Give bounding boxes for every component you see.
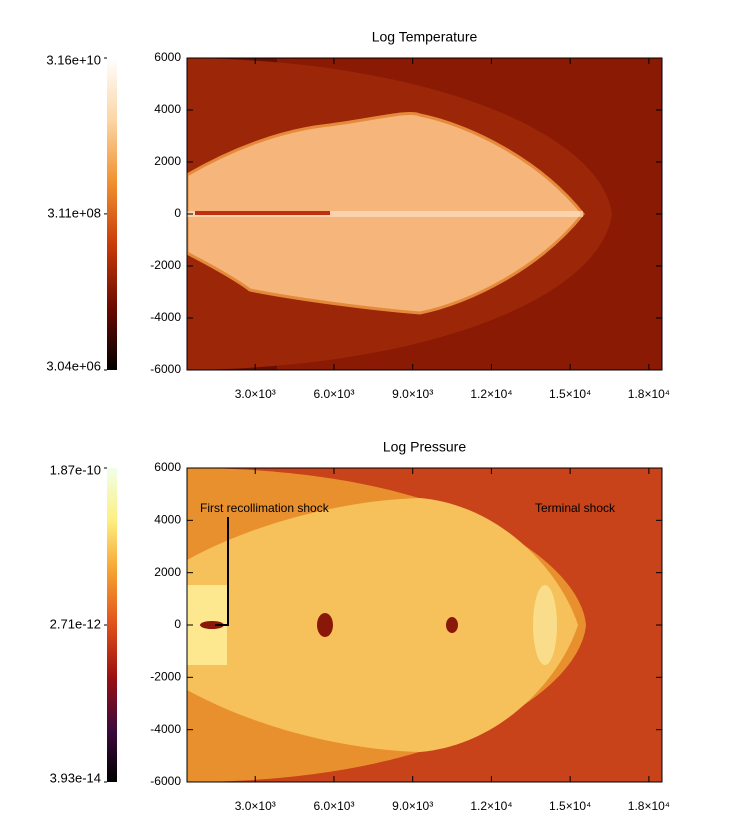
x-tick-label: 6.0×10³ xyxy=(313,799,354,813)
y-tick-label: -2000 xyxy=(150,670,181,684)
y-tick-label: 4000 xyxy=(154,513,181,527)
colorbar-label: 3.93e-14 xyxy=(50,770,101,785)
y-tick-label: -4000 xyxy=(150,310,181,324)
y-tick-label: 6000 xyxy=(154,460,181,474)
colorbar-label: 2.71e-12 xyxy=(50,616,101,631)
x-tick-label: 3.0×10³ xyxy=(235,799,276,813)
y-tick-label: 2000 xyxy=(154,565,181,579)
y-tick-label: 0 xyxy=(174,617,181,631)
x-tick-label: 1.2×10⁴ xyxy=(470,387,512,401)
x-tick-label: 3.0×10³ xyxy=(235,387,276,401)
pressure-image xyxy=(187,468,662,782)
colorbar xyxy=(107,58,117,370)
chart-title: Log Pressure xyxy=(383,439,466,455)
temperature-image xyxy=(187,58,662,370)
annotation: Terminal shock xyxy=(535,501,616,515)
annotation: First recollimation shock xyxy=(200,501,330,515)
colorbar-label: 1.87e-10 xyxy=(50,462,101,477)
y-tick-label: 4000 xyxy=(154,102,181,116)
colorbar-label: 3.11e+08 xyxy=(47,205,101,220)
x-tick-label: 6.0×10³ xyxy=(313,387,354,401)
x-tick-label: 1.5×10⁴ xyxy=(549,387,591,401)
x-tick-label: 9.0×10³ xyxy=(392,799,433,813)
y-tick-label: -4000 xyxy=(150,722,181,736)
x-tick-label: 1.8×10⁴ xyxy=(628,799,670,813)
y-tick-label: -2000 xyxy=(150,258,181,272)
x-tick-label: 1.2×10⁴ xyxy=(470,799,512,813)
y-tick-label: 2000 xyxy=(154,154,181,168)
colorbar xyxy=(107,468,117,782)
x-tick-label: 9.0×10³ xyxy=(392,387,433,401)
x-tick-label: 1.8×10⁴ xyxy=(628,387,670,401)
y-tick-label: 6000 xyxy=(154,50,181,64)
colorbar-label: 3.04e+06 xyxy=(46,358,101,373)
chart-title: Log Temperature xyxy=(372,29,478,45)
x-tick-label: 1.5×10⁴ xyxy=(549,799,591,813)
colorbar-label: 3.16e+10 xyxy=(46,52,101,67)
y-tick-label: -6000 xyxy=(150,362,181,376)
y-tick-label: 0 xyxy=(174,206,181,220)
y-tick-label: -6000 xyxy=(150,774,181,788)
